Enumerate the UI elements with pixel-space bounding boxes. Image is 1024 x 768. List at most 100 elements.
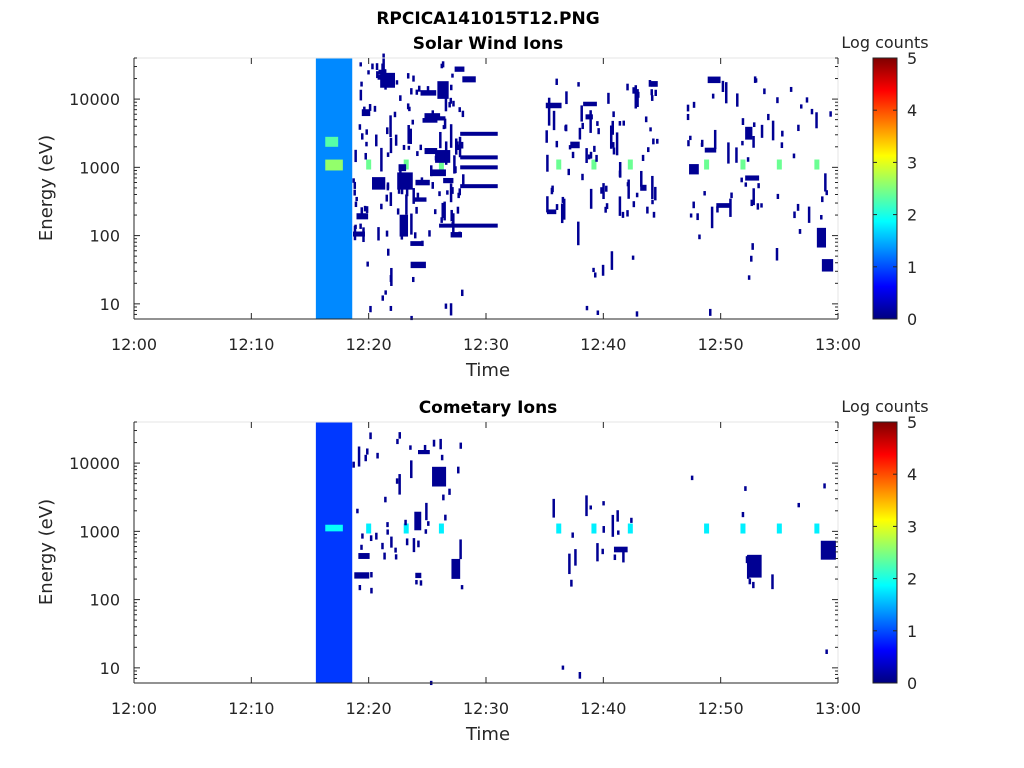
data-pixel [600, 187, 603, 194]
data-pixel [547, 105, 551, 126]
data-pixel [775, 248, 779, 261]
y-tick-label: 1000 [79, 522, 120, 541]
data-pixel [581, 173, 584, 181]
data-pixel [797, 124, 800, 132]
data-pixel [389, 137, 393, 154]
data-pixel [780, 142, 784, 149]
data-pixel [449, 84, 453, 91]
plot-area [133, 421, 839, 686]
data-pixel [456, 206, 460, 214]
data-pixel [457, 192, 460, 199]
data-pixel [580, 105, 583, 122]
data-pixel [441, 202, 444, 218]
data-pixel [413, 232, 417, 239]
data-band [325, 136, 339, 147]
y-axis: 10 100 1000 10000 [69, 421, 838, 684]
data-peak [704, 159, 710, 170]
data-pixel [433, 209, 437, 215]
data-pixel [571, 532, 574, 538]
data-pixel [412, 538, 416, 553]
data-pixel [359, 62, 362, 67]
data-pixel [353, 225, 357, 241]
data-pixel [634, 85, 638, 109]
data-pixel [577, 221, 580, 246]
colorbar-tick-label: 0 [907, 674, 917, 693]
data-pixel [756, 203, 760, 210]
data-pixel [552, 498, 555, 518]
data-pixel [627, 179, 630, 199]
colorbar: 0 1 2 3 4 5 [872, 413, 917, 693]
data-pixel [650, 81, 658, 87]
data-line [460, 184, 498, 189]
data-pixel [797, 502, 800, 508]
data-pixel [821, 259, 834, 272]
data-pixel [424, 529, 428, 534]
data-pixel [618, 121, 622, 126]
data-pixel [421, 240, 424, 247]
data-pixel [611, 514, 615, 537]
y-tick-label: 10 [100, 659, 120, 678]
colorbar-label: Log counts [841, 397, 928, 416]
x-tick-label: 13:00 [815, 699, 861, 718]
data-pixel [418, 450, 430, 455]
data-pixel [405, 538, 409, 546]
data-pixel [592, 267, 595, 273]
data-pixel [577, 82, 580, 87]
data-pixel [689, 135, 692, 141]
data-pixel [357, 446, 361, 467]
data-pixel [383, 552, 386, 560]
y-axis-label: Energy (eV) [36, 499, 57, 605]
data-pixel [650, 95, 654, 101]
data-pixel [449, 124, 453, 148]
data-pixel [617, 530, 620, 535]
colorbar-tick-label: 3 [907, 517, 917, 536]
data-pixel [362, 227, 365, 243]
data-pixel [419, 580, 423, 586]
data-pixel [716, 203, 730, 208]
data-pixel [692, 101, 696, 108]
data-pixel [377, 74, 390, 80]
data-pixel [771, 574, 774, 590]
data-peak [438, 159, 444, 170]
data-pixel [636, 89, 639, 108]
data-pixel [454, 66, 465, 72]
data-pixel [453, 155, 456, 174]
data-pixel [442, 125, 446, 130]
x-axis-label: Time [465, 724, 510, 745]
data-pixel [555, 204, 559, 210]
data-pixel [635, 311, 639, 317]
data-pixel [713, 129, 717, 150]
data-pixel [607, 92, 610, 104]
data-pixel [730, 192, 733, 199]
data-pixel [460, 585, 464, 590]
data-pixel [409, 445, 412, 450]
data-pixel [650, 89, 653, 96]
data-pixel [815, 112, 818, 129]
data-peak [776, 523, 782, 534]
data-pixel [796, 203, 800, 211]
data-pixel [383, 69, 387, 76]
data-pixel [750, 255, 753, 262]
data-pixel [361, 533, 364, 539]
data-pixel [744, 182, 748, 187]
data-pixel [630, 517, 633, 523]
data-pixel [652, 138, 655, 145]
data-pixel [741, 118, 745, 125]
data-peak [591, 159, 597, 170]
x-axis-label: Time [465, 360, 510, 381]
data-pixel [367, 70, 370, 75]
data-pixel [567, 168, 570, 176]
data-pixel [632, 87, 635, 94]
data-pixel [389, 192, 393, 206]
data-pixel [597, 128, 600, 135]
data-pixel [613, 546, 628, 553]
data-pixel [631, 255, 635, 260]
x-tick-label: 12:30 [463, 699, 509, 718]
data-pixel [386, 152, 390, 157]
data-pixel [398, 164, 407, 172]
colorbar-label: Log counts [841, 33, 928, 52]
data-pixel [390, 536, 393, 548]
data-pixel [750, 559, 753, 565]
